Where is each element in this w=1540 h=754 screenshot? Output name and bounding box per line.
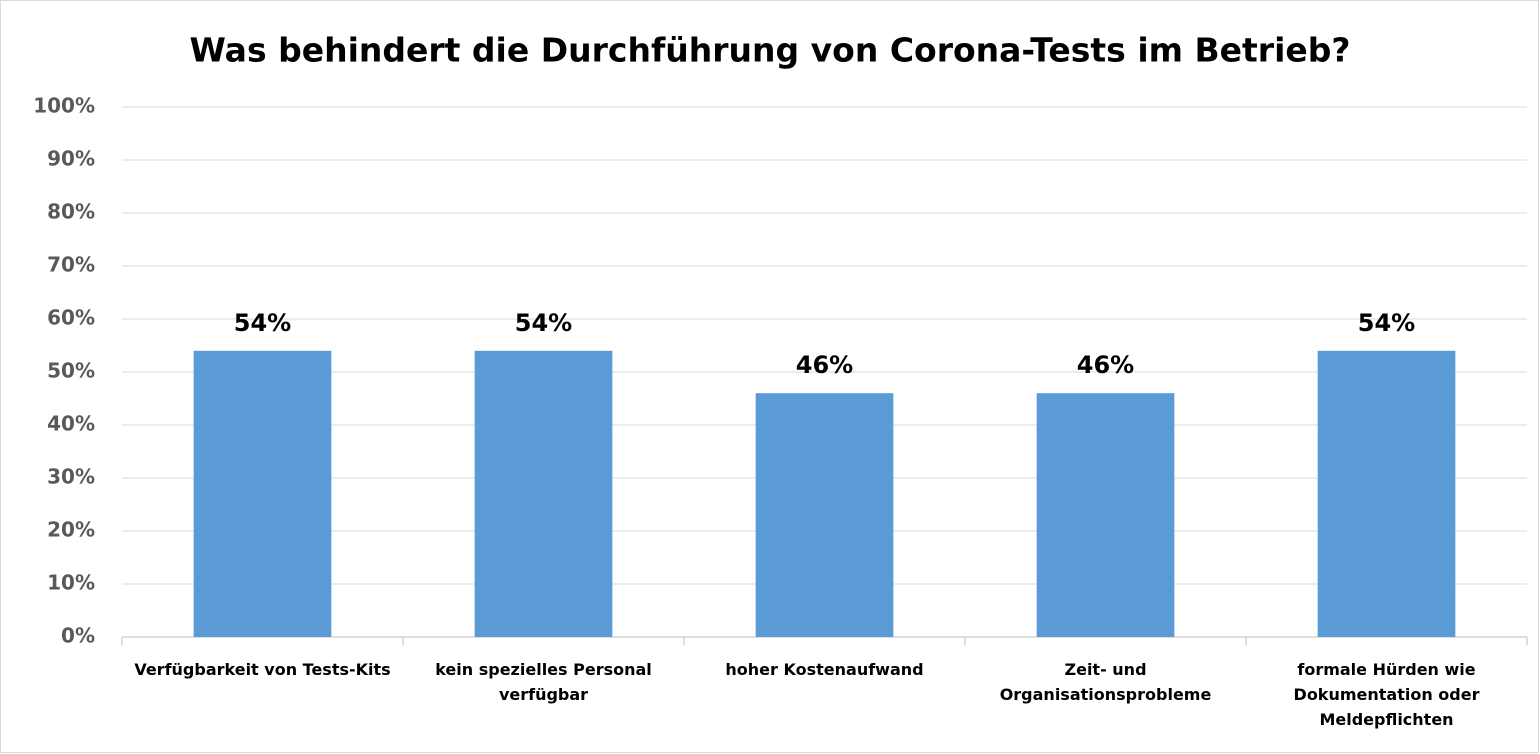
value-label: 46% <box>796 351 853 379</box>
bar <box>755 393 894 637</box>
bar <box>474 350 613 637</box>
bar <box>1036 393 1175 637</box>
y-tick-label: 60% <box>47 306 95 330</box>
y-tick-label: 50% <box>47 359 95 383</box>
value-label: 54% <box>234 309 291 337</box>
x-tick-label: formale Hürden wie Dokumentation oder Me… <box>1293 660 1480 729</box>
value-label: 54% <box>515 309 572 337</box>
x-tick-label: Verfügbarkeit von Tests-Kits <box>134 660 391 679</box>
y-tick-label: 30% <box>47 465 95 489</box>
y-tick-label: 80% <box>47 200 95 224</box>
x-tick-label: hoher Kostenaufwand <box>725 660 924 679</box>
y-tick-label: 40% <box>47 412 95 436</box>
y-tick-label: 10% <box>47 571 95 595</box>
x-tick-label: Zeit- und Organisationsprobleme <box>999 660 1212 704</box>
y-tick-label: 0% <box>61 624 95 648</box>
bar <box>1317 350 1456 637</box>
value-label: 46% <box>1077 351 1134 379</box>
value-label: 54% <box>1358 309 1415 337</box>
chart-title: Was behindert die Durchführung von Coron… <box>189 31 1350 70</box>
y-tick-label: 100% <box>33 94 95 118</box>
y-tick-label: 90% <box>47 147 95 171</box>
y-tick-label: 20% <box>47 518 95 542</box>
bar <box>193 350 332 637</box>
y-tick-label: 70% <box>47 253 95 277</box>
x-tick-label: kein spezielles Personal verfügbar <box>435 660 652 704</box>
